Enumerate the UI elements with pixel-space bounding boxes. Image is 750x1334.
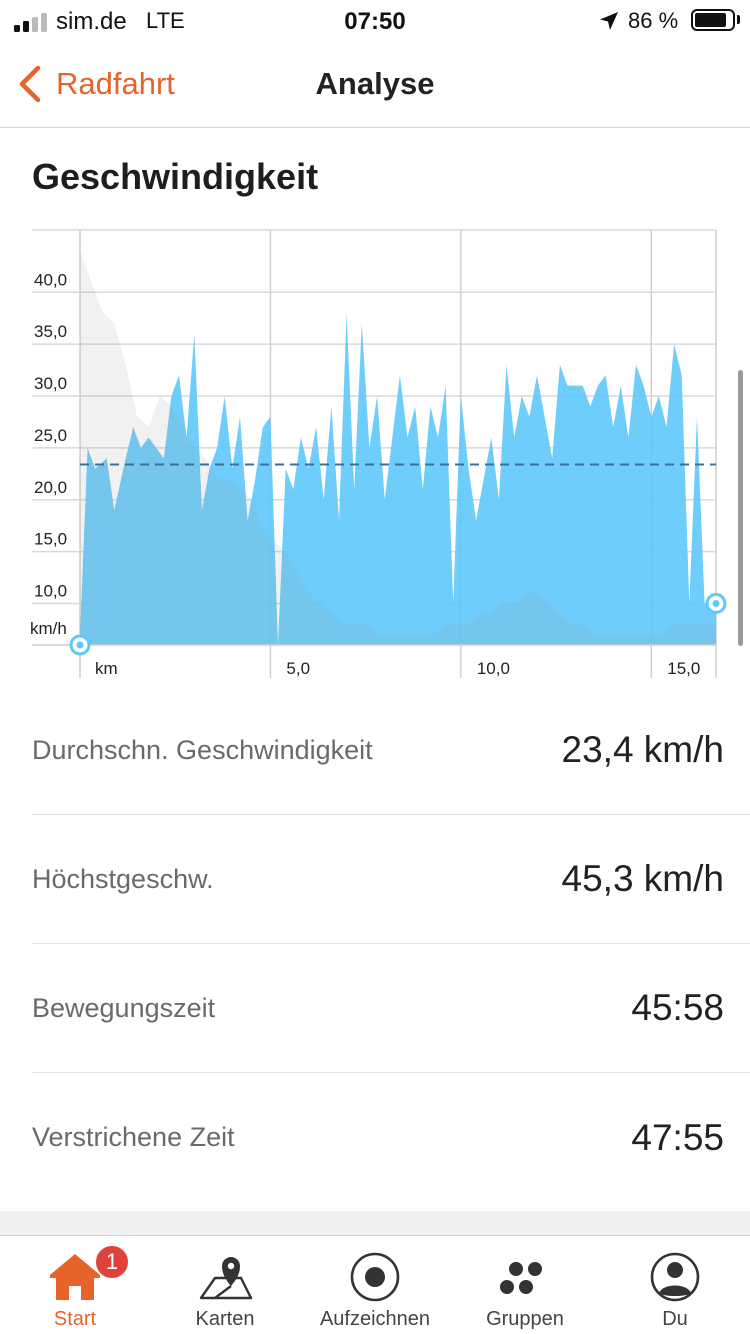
back-button[interactable]: Radfahrt [14,62,175,106]
home-icon [50,1254,100,1300]
tab-start[interactable]: 1 Start [0,1236,150,1334]
section-divider [0,1211,750,1235]
tab-gruppen[interactable]: Gruppen [450,1236,600,1334]
location-arrow-icon [600,12,618,30]
stat-label: Bewegungszeit [32,992,216,1023]
stat-value: 47:55 [631,1116,724,1158]
tab-label: Start [53,1308,97,1330]
x-axis-unit-label: km [95,659,118,678]
stat-row-elapsed-time: Verstrichene Zeit 47:55 [32,1073,750,1202]
notification-badge: 1 [94,1244,130,1280]
y-tick-label: 35,0 [34,322,67,341]
stat-label: Durchschn. Geschwindigkeit [32,734,373,765]
x-tick-label: 15,0 [667,659,700,678]
chevron-left-icon [19,65,41,103]
y-tick-label: 20,0 [34,478,67,497]
y-tick-label: 15,0 [34,530,67,549]
y-axis-unit-label: km/h [30,619,67,638]
stat-value: 23,4 km/h [561,729,724,770]
signal-strength-icon [14,12,50,32]
tab-du[interactable]: Du [600,1236,750,1334]
battery-level [695,13,726,27]
tab-aufzeichnen[interactable]: Aufzeichnen [300,1236,450,1334]
x-tick-label: 5,0 [286,659,310,678]
y-tick-label: 40,0 [34,270,67,289]
page-title: Analyse [315,66,435,101]
tab-label: Aufzeichnen [319,1308,431,1330]
y-tick-label: 25,0 [34,426,67,445]
status-bar: sim.de LTE 07:50 86 % [0,0,750,44]
navigation-bar: Radfahrt Analyse [0,44,750,128]
section-title: Geschwindigkeit [32,156,319,197]
back-button-label: Radfahrt [56,66,175,101]
stats-list: Durchschn. Geschwindigkeit 23,4 km/h Höc… [32,686,750,1202]
tab-karten[interactable]: Karten [150,1236,300,1334]
groups-icon [500,1262,542,1294]
tab-bar: 1 Start Karten Aufzeichnen Gruppen [0,1235,750,1334]
elevation-area [80,250,716,646]
handle-dot [76,641,84,649]
battery-icon [691,9,735,31]
tab-label: Du [662,1308,688,1330]
scroll-indicator[interactable] [738,370,743,646]
status-time: 07:50 [344,8,406,35]
network-type: LTE [146,8,185,33]
y-tick-label: 30,0 [34,374,67,393]
stat-value: 45:58 [631,987,724,1028]
record-icon [350,1252,400,1302]
profile-icon [650,1252,700,1302]
y-tick-label: 10,0 [34,582,67,601]
speed-chart[interactable]: 10,0 15,0 20,0 25,0 30,0 35,0 40,0 km/h km 5,0 10,… [0,220,750,690]
tab-label: Karten [195,1308,255,1330]
stat-label: Höchstgeschw. [32,863,214,894]
tab-label: Gruppen [486,1308,564,1330]
battery-percentage: 86 % [628,8,679,33]
stat-row-moving-time: Bewegungszeit 45:58 [32,944,750,1073]
handle-dot [712,600,720,607]
stat-row-average-speed: Durchschn. Geschwindigkeit 23,4 km/h [32,686,750,815]
x-tick-label: 10,0 [477,659,510,678]
speed-area [80,313,716,645]
carrier-name: sim.de [56,8,127,35]
map-icon [199,1257,253,1300]
stat-value: 45,3 km/h [561,858,724,899]
stat-row-max-speed: Höchstgeschw. 45,3 km/h [32,815,750,944]
battery-cap [737,15,740,24]
stat-label: Verstrichene Zeit [32,1122,235,1152]
speed-chart-svg: 10,0 15,0 20,0 25,0 30,0 35,0 40,0 km/h km 5,0 10,… [30,229,727,678]
